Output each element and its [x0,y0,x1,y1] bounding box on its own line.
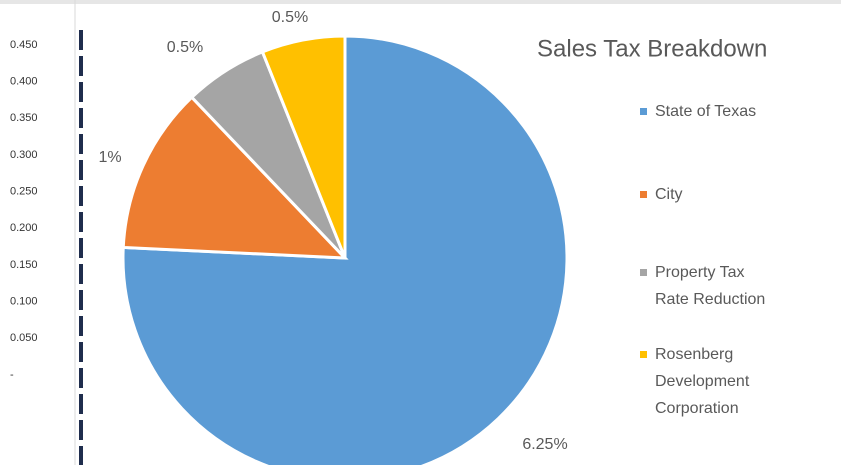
y-tick-label: 0.250 [10,186,38,198]
y-tick-label: - [10,369,14,381]
legend-swatch [640,191,647,198]
data-label: 0.5% [167,39,203,56]
legend-label: Property Tax Rate Reduction [655,264,766,308]
y-tick-label: 0.200 [10,222,38,234]
y-tick-label: 0.450 [10,39,38,51]
chart-title: Sales Tax Breakdown [537,35,767,62]
data-label: 1% [98,149,121,166]
legend-label: State of Texas [655,103,757,120]
y-tick-label: 0.300 [10,149,38,161]
legend-swatch [640,269,647,276]
pie-slice [121,34,569,465]
pie-slice [121,95,349,260]
y-tick-label: 0.050 [10,332,38,344]
data-label: 6.25% [522,436,567,453]
pie-slice [260,34,347,259]
legend-swatch [640,108,647,115]
data-label: 0.5% [272,9,308,26]
top-strip [0,0,841,4]
y-tick-label: 0.150 [10,259,38,271]
y-tick-label: 0.400 [10,76,38,88]
y-tick-label: 0.350 [10,112,38,124]
legend-swatch [640,351,647,358]
legend-label: City [655,186,683,203]
legend-label: Rosenberg Development Corporation [655,346,750,417]
y-tick-label: 0.100 [10,296,38,308]
